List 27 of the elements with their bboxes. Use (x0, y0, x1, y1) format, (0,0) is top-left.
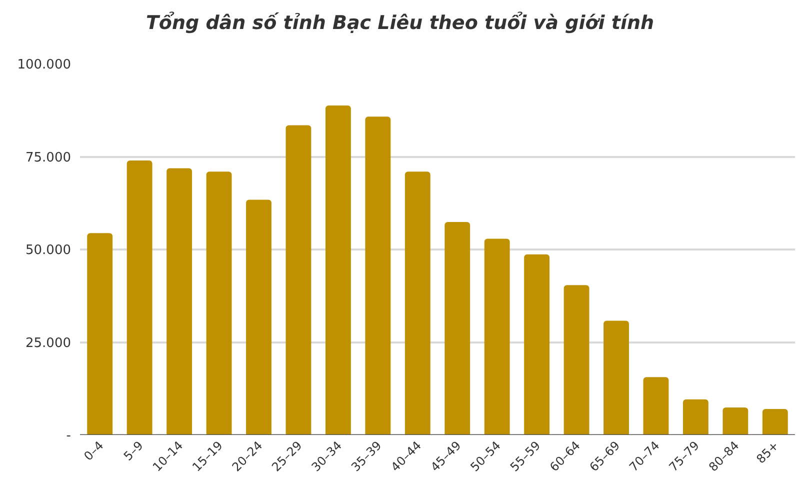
y-tick-label: 50.000 (26, 243, 71, 258)
bar (206, 172, 232, 435)
bar (126, 160, 152, 435)
y-tick-label: - (66, 428, 72, 444)
bar (484, 238, 510, 435)
bar (762, 409, 788, 435)
bar (564, 285, 590, 435)
x-tick-label: 5–9 (120, 438, 146, 464)
chart-title: Tổng dân số tỉnh Bạc Liêu theo tuổi và giới tính (146, 11, 654, 34)
bar (643, 377, 669, 435)
x-tick-label: 85+ (754, 438, 782, 466)
bar (604, 320, 629, 435)
bar (166, 168, 192, 435)
bar (722, 408, 748, 435)
bar (87, 233, 113, 435)
y-tick-label: 100.000 (17, 58, 71, 73)
y-tick-label: 75.000 (26, 150, 71, 166)
x-tick-label: 0–4 (81, 438, 106, 464)
bar (444, 222, 470, 435)
bar (286, 125, 312, 435)
bar (325, 106, 351, 435)
bar (682, 399, 708, 435)
bar (246, 200, 272, 435)
y-tick-label: 25.000 (26, 336, 71, 351)
bar (404, 172, 430, 435)
bar (365, 116, 391, 435)
bar (524, 254, 550, 435)
